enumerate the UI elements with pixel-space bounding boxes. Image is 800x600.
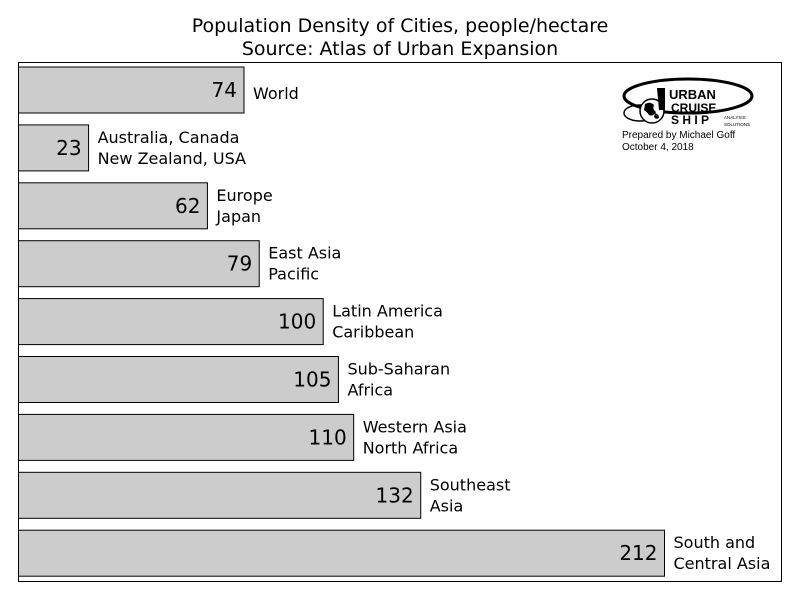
category-label: Europe [216, 186, 272, 205]
bar [18, 298, 324, 346]
category-label: Australia, Canada [98, 128, 240, 147]
bar [18, 66, 245, 114]
logo-word-ship: S H I P [671, 113, 709, 127]
bar [18, 529, 665, 577]
logo-word-analysis: ANALYSIS [724, 115, 746, 120]
bar-value-label: 74 [212, 78, 237, 102]
category-label: Sub-Saharan [347, 360, 450, 379]
bar-value-label: 79 [227, 252, 252, 276]
category-label: Central Asia [674, 554, 771, 573]
bar [18, 124, 90, 172]
bar-value-label: 132 [376, 483, 414, 507]
bar-value-label: 100 [278, 310, 316, 334]
category-label: Asia [430, 496, 464, 515]
bar [18, 182, 208, 230]
urban-cruise-ship-logo: URBAN CRUISE S H I P ANALYSIS SOLUTIONS [622, 77, 754, 127]
category-label: World [253, 84, 299, 103]
bar-value-label: 23 [56, 136, 81, 160]
ship-funnel-icon [657, 88, 665, 110]
prepared-by-note: Prepared by Michael Goff [622, 130, 736, 141]
category-label: North Africa [363, 438, 458, 457]
bar [18, 413, 355, 461]
logo-word-urban: URBAN [669, 87, 716, 102]
category-label: Japan [215, 207, 261, 226]
bar [18, 471, 422, 519]
logo-word-solutions: SOLUTIONS [724, 122, 750, 127]
chart-subtitle: Source: Atlas of Urban Expansion [241, 38, 559, 60]
chart-title: Population Density of Cities, people/hec… [191, 15, 609, 37]
category-label: Caribbean [332, 323, 414, 342]
globe-continents [644, 102, 659, 119]
bar [18, 240, 260, 288]
bars-group: 74 World 23 Australia, Canada New Zealand, U… [18, 66, 771, 577]
bar-value-label: 62 [175, 194, 200, 218]
category-label: Africa [347, 381, 393, 400]
category-label: Latin America [332, 302, 443, 321]
bar-value-label: 105 [293, 368, 331, 392]
logo-outer-ellipse [622, 77, 754, 115]
category-label: Pacific [268, 265, 319, 284]
date-note: October 4, 2018 [622, 142, 694, 153]
logo-word-cruise: CRUISE [671, 101, 716, 115]
bar-value-label: 212 [619, 541, 657, 565]
category-label: New Zealand, USA [98, 149, 246, 168]
category-label: Western Asia [363, 417, 467, 436]
bar-value-label: 110 [309, 425, 347, 449]
category-label: East Asia [268, 244, 341, 263]
category-label: South and [674, 533, 756, 552]
bar [18, 356, 339, 403]
category-label: Southeast [430, 475, 511, 494]
